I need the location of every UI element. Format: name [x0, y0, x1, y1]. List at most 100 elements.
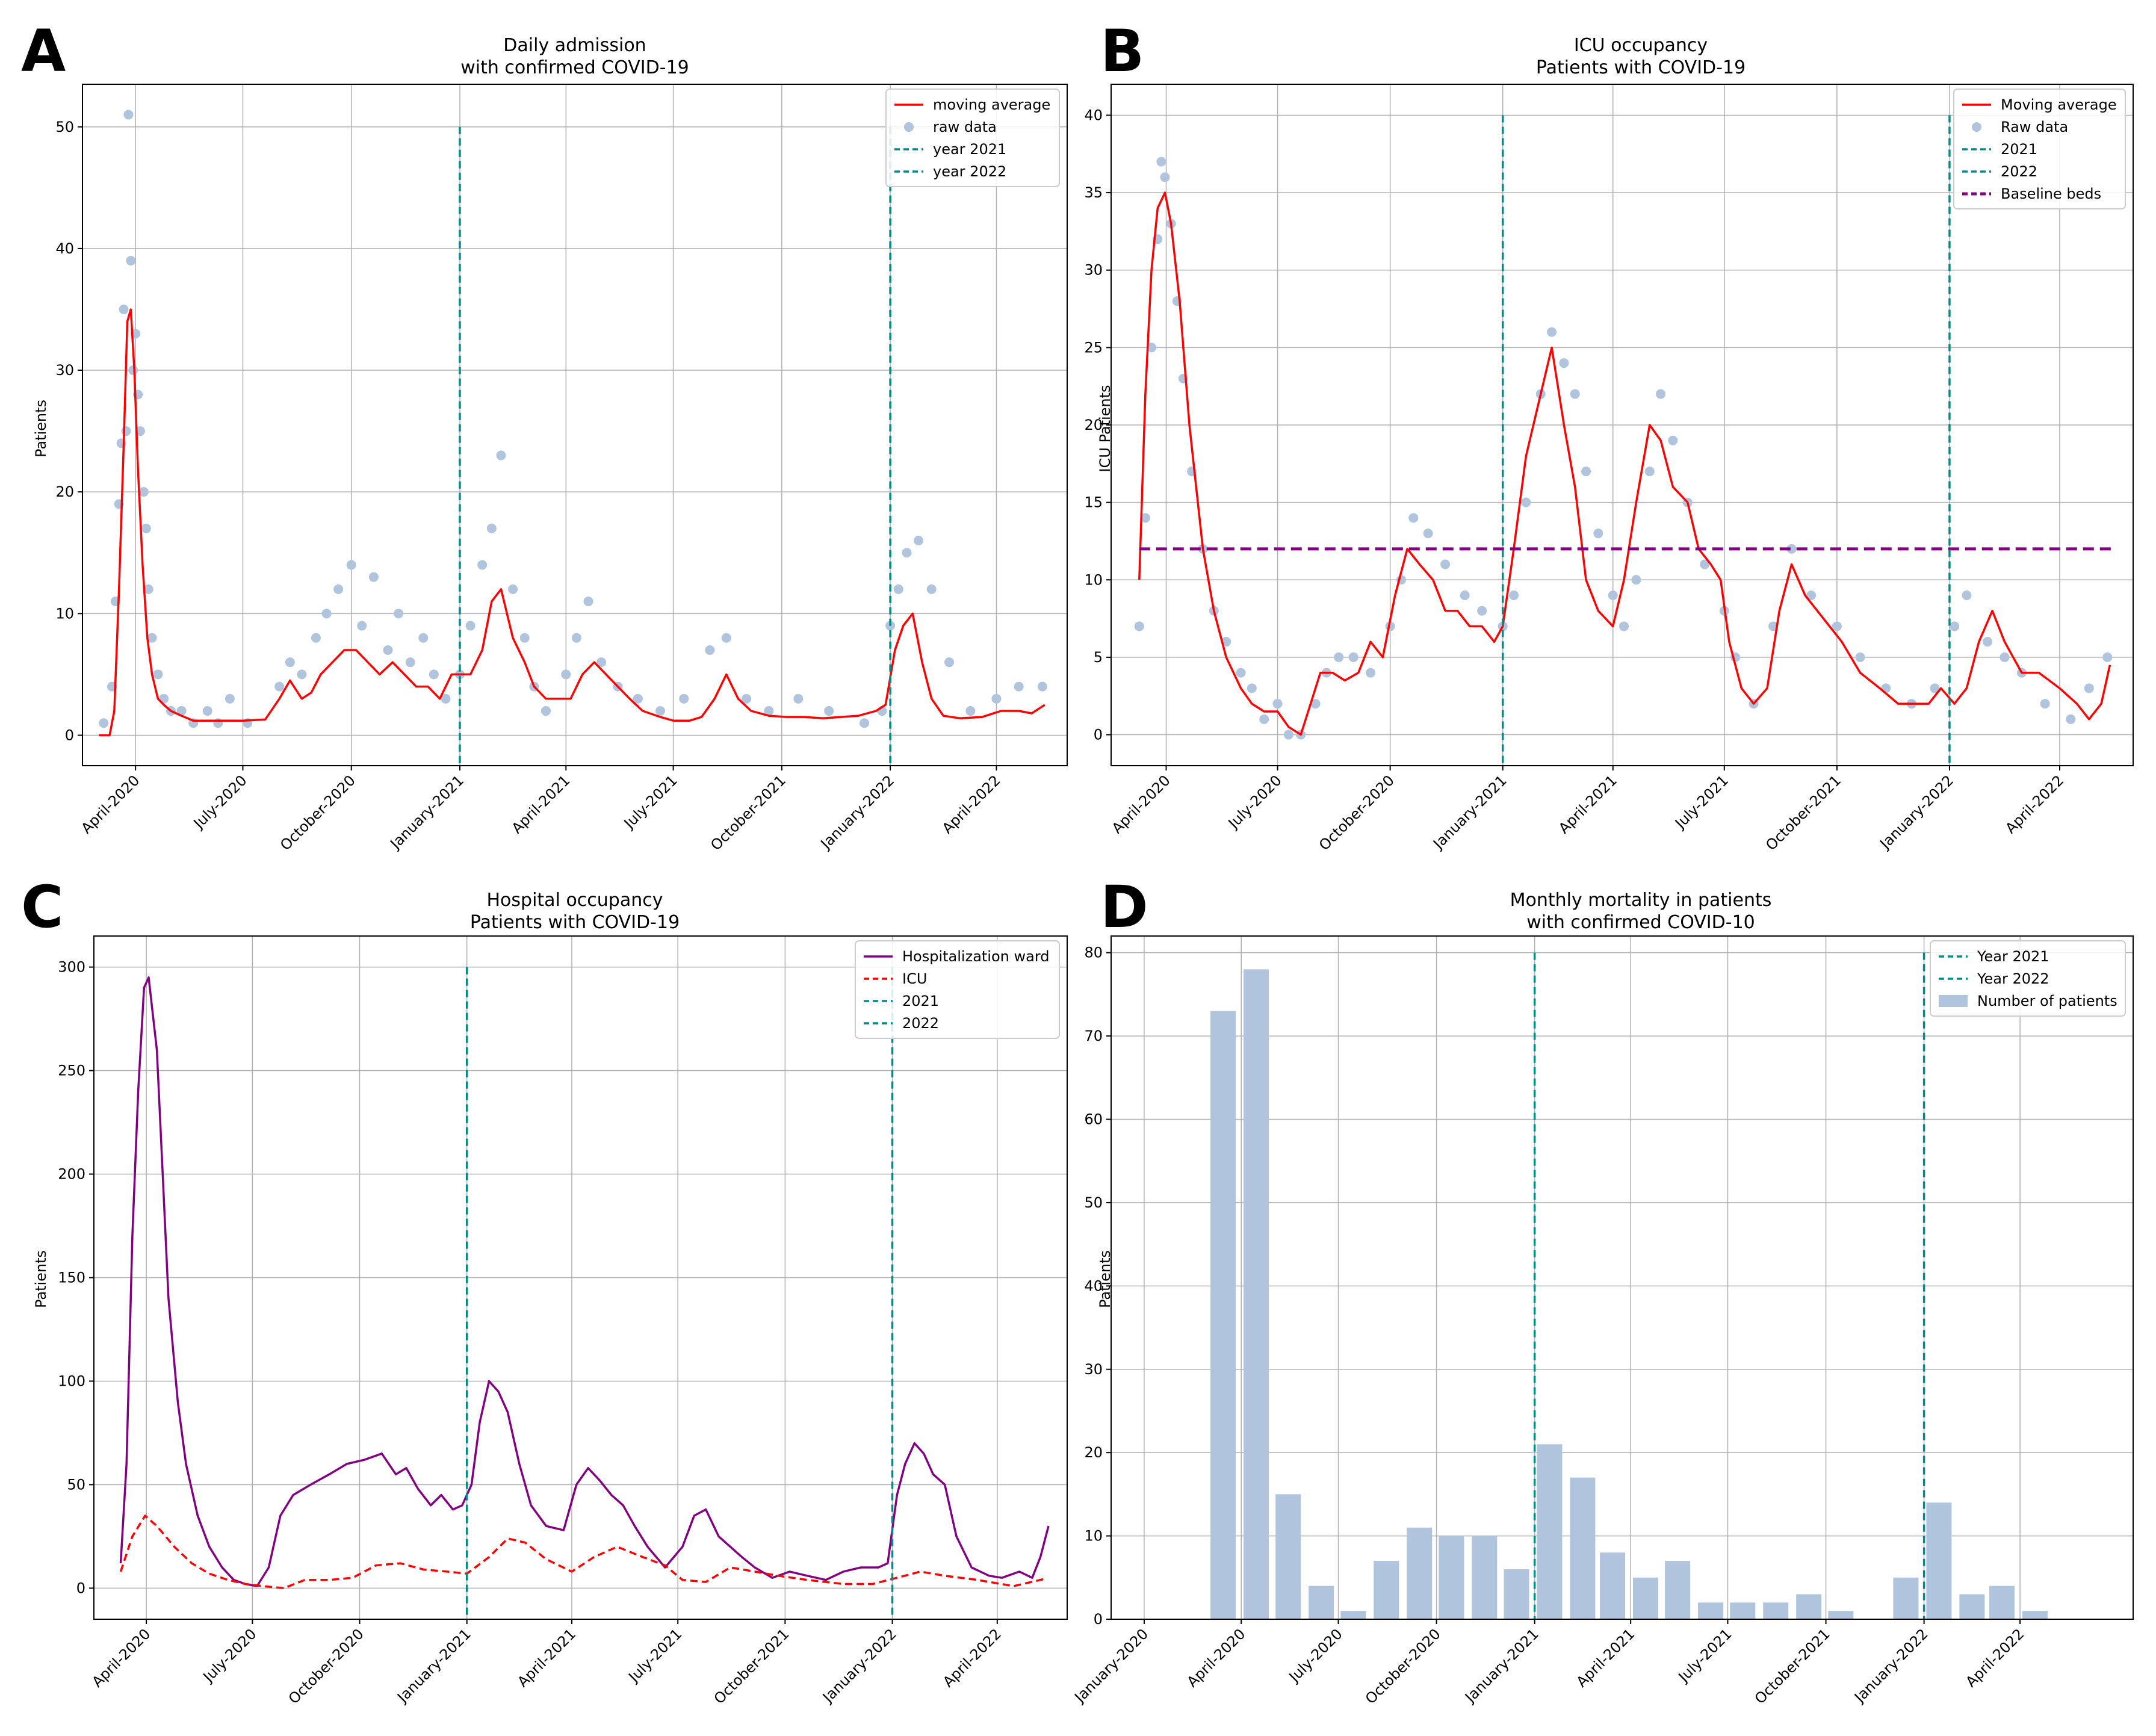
scatter-point	[119, 304, 129, 314]
scatter-point	[1593, 529, 1603, 539]
bar	[1374, 1561, 1399, 1619]
legend: Moving average Raw data 2021 2022 Baseline b…	[1953, 88, 2126, 209]
bar	[1665, 1561, 1691, 1619]
chart-title: Monthly mortality in patients	[1510, 890, 1772, 911]
legend-label: Number of patients	[1977, 993, 2117, 1009]
bar	[1959, 1594, 1985, 1619]
scatter-point	[2040, 699, 2050, 709]
legend-label: 2021	[2001, 141, 2037, 158]
panel-letter: B	[1100, 17, 1144, 85]
scatter-point	[496, 450, 506, 460]
scatter-point	[176, 706, 187, 716]
bar	[1340, 1611, 1366, 1619]
scatter-point	[1547, 327, 1557, 337]
scatter-point	[1423, 529, 1433, 539]
scatter-point	[655, 706, 666, 716]
scatter-point	[135, 426, 146, 436]
y-tick-label: 0	[65, 727, 74, 743]
y-tick-label: 0	[1094, 727, 1103, 743]
scatter-point	[138, 487, 149, 497]
scatter-point	[153, 669, 163, 680]
scatter-point	[965, 706, 976, 716]
legend-label: Baseline beds	[2001, 185, 2101, 202]
scatter-point	[1832, 621, 1842, 631]
scatter-point	[1700, 559, 1710, 569]
bar	[1828, 1611, 1854, 1619]
legend-box	[855, 940, 1060, 1039]
chart-title: ICU occupancy	[1574, 35, 1708, 56]
scatter-point	[333, 584, 344, 594]
scatter-point	[1509, 591, 1519, 600]
y-tick-label: 80	[1084, 944, 1103, 961]
scatter-point	[1014, 681, 1024, 692]
scatter-point	[914, 536, 924, 546]
y-tick-label: 40	[55, 240, 74, 257]
scatter-point	[1477, 606, 1487, 616]
scatter-point	[1786, 544, 1797, 554]
scatter-point	[429, 669, 439, 680]
bar	[1698, 1602, 1724, 1619]
scatter-point	[1259, 714, 1269, 724]
bar	[1309, 1586, 1334, 1619]
scatter-point	[1559, 358, 1569, 368]
scatter-point	[297, 669, 307, 680]
scatter-point	[123, 110, 134, 120]
scatter-point	[705, 645, 715, 655]
legend-swatch	[1939, 995, 1968, 1007]
bar	[1600, 1552, 1626, 1619]
scatter-point	[1440, 559, 1451, 569]
legend-label: 2022	[902, 1015, 939, 1032]
scatter-point	[465, 621, 475, 631]
scatter-point	[902, 548, 912, 558]
legend-label: 2022	[2001, 163, 2037, 180]
y-tick-label: 20	[1084, 417, 1103, 433]
bar	[1504, 1569, 1529, 1619]
legend-label: Raw data	[2001, 119, 2068, 135]
scatter-point	[274, 681, 285, 692]
scatter-point	[383, 645, 393, 655]
scatter-point	[1570, 389, 1580, 399]
y-tick-label: 250	[58, 1062, 85, 1079]
scatter-point	[1460, 591, 1470, 600]
scatter-point	[1806, 591, 1817, 600]
series-line	[1138, 191, 2111, 736]
scatter-point	[321, 609, 332, 619]
scatter-point	[2084, 683, 2094, 693]
series-line	[119, 976, 1050, 1587]
legend-label: Hospitalization ward	[902, 948, 1050, 965]
bar	[1989, 1586, 2015, 1619]
bar	[2022, 1611, 2048, 1619]
scatter-point	[793, 693, 804, 704]
scatter-point	[225, 693, 235, 704]
scatter-point	[441, 693, 451, 704]
y-tick-label: 35	[1084, 184, 1103, 201]
bar	[1570, 1477, 1596, 1619]
scatter-point	[1156, 157, 1166, 167]
y-tick-label: 25	[1084, 339, 1103, 356]
panel-letter: A	[21, 17, 66, 85]
y-tick-label: 15	[1084, 494, 1103, 511]
scatter-point	[1160, 172, 1170, 182]
scatter-point	[405, 657, 415, 668]
legend-label: Year 2022	[1977, 970, 2049, 987]
panel-letter: C	[21, 873, 63, 941]
scatter-point	[2102, 652, 2113, 662]
y-tick-label: 20	[1084, 1444, 1103, 1461]
scatter-point	[860, 718, 870, 728]
scatter-point	[991, 693, 1002, 704]
scatter-point	[1408, 513, 1419, 523]
legend-label: year 2022	[933, 163, 1006, 180]
scatter-point	[285, 657, 295, 668]
legend: Year 2021 Year 2022 Number of patients	[1930, 940, 2126, 1017]
scatter-point	[742, 693, 752, 704]
bar	[1893, 1577, 1919, 1619]
scatter-point	[1140, 513, 1150, 523]
bar	[1796, 1594, 1822, 1619]
scatter-point	[1283, 730, 1293, 740]
chart-subtitle: Patients with COVID-19	[470, 912, 680, 933]
scatter-point	[486, 523, 497, 533]
scatter-point	[1236, 668, 1246, 678]
y-tick-label: 60	[1084, 1111, 1103, 1128]
